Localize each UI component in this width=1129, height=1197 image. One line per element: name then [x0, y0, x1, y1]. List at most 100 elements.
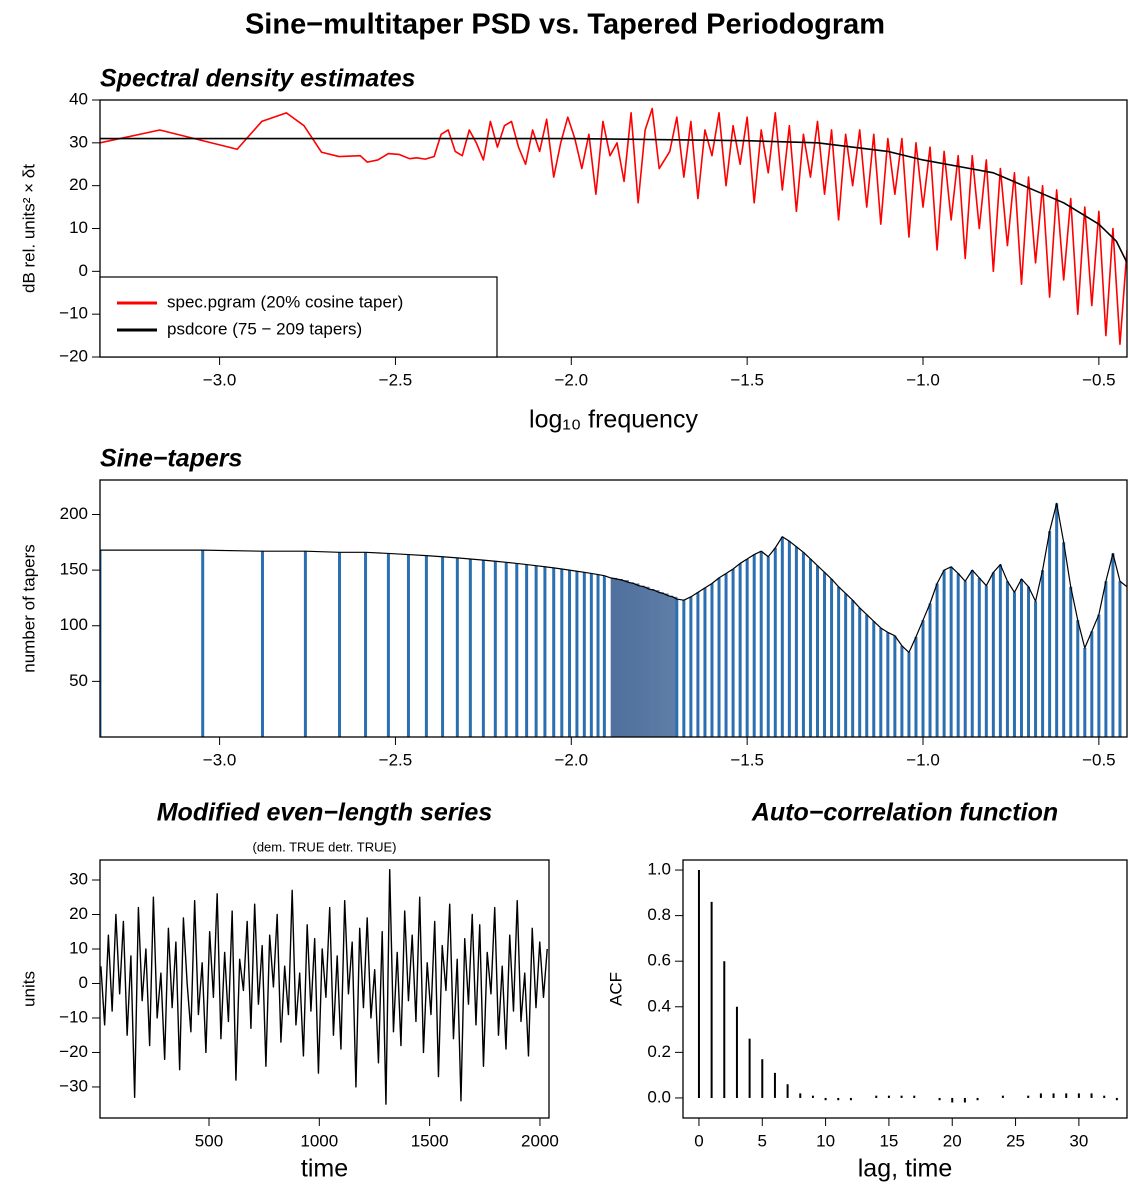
x-tick-label: 500: [195, 1131, 223, 1150]
taper-bar: [552, 567, 556, 737]
panel-title: Auto−correlation function: [751, 799, 1058, 827]
taper-bar: [649, 589, 655, 737]
taper-bar: [260, 551, 264, 737]
plot-frame: [99, 99, 1128, 358]
taper-bar: [1104, 581, 1108, 737]
x-tick-label: 20: [943, 1131, 962, 1150]
panel: Spectral density estimates −3.0 −2.5 −2.0 −1…: [19, 65, 1128, 434]
x-tick-label: 0: [694, 1131, 703, 1150]
taper-bar: [844, 593, 848, 737]
taper-bar: [984, 585, 988, 737]
taper-bar: [1019, 579, 1023, 737]
taper-bar: [582, 572, 586, 737]
y-axis-label: number of tapers: [19, 544, 38, 673]
y-tick-label: −20: [59, 346, 88, 365]
taper-bar: [1097, 614, 1101, 737]
main-title: Sine−multitaper PSD vs. Tapered Periodog…: [245, 9, 885, 41]
taper-bar: [303, 551, 307, 737]
legend-box: [99, 276, 498, 358]
x-tick-label: −0.5: [1082, 370, 1116, 389]
taper-bar: [534, 565, 538, 737]
taper-bar: [865, 614, 869, 737]
panel: Auto−correlation function 0 5 10 15 20 25 30 0.0…: [606, 799, 1128, 1183]
x-axis-label: lag, time: [858, 1155, 952, 1183]
taper-bar: [710, 583, 714, 737]
data-line: [100, 868, 548, 1105]
taper-bar: [589, 573, 593, 737]
taper-bar: [481, 560, 485, 737]
taper-bar: [668, 595, 674, 737]
y-tick-label: −20: [59, 1042, 88, 1061]
x-tick-label: 15: [879, 1131, 898, 1150]
x-tick-label: 1500: [411, 1131, 449, 1150]
y-tick-label: 0: [79, 973, 88, 992]
taper-bar: [1034, 601, 1038, 737]
taper-bar: [851, 600, 855, 737]
taper-bar: [872, 621, 876, 737]
taper-bar: [886, 632, 890, 737]
panel: Sine−tapers −3.0 −2.5 −2.0 −1.5 −1.0 −0.5 50 100…: [19, 445, 1128, 769]
x-axis-label: log₁₀ frequency: [529, 406, 698, 434]
y-tick-label: 200: [60, 504, 88, 523]
panel-subtitle: (dem. TRUE detr. TRUE): [253, 839, 397, 854]
taper-bar: [504, 562, 508, 737]
taper-bar: [689, 596, 693, 737]
taper-bar: [1076, 620, 1080, 737]
x-tick-label: −2.5: [379, 750, 413, 769]
y-tick-label: 30: [69, 869, 88, 888]
plot-area: [100, 107, 1127, 345]
y-tick-label: 0: [79, 261, 88, 280]
legend-label: psdcore (75 − 209 tapers): [167, 319, 362, 338]
y-axis-label: dB rel. units² × δt: [19, 164, 38, 293]
x-tick-label: 5: [758, 1131, 767, 1150]
taper-bar: [717, 577, 721, 737]
taper-bar: [1027, 586, 1031, 737]
taper-bar: [801, 552, 805, 737]
taper-bar: [424, 555, 428, 737]
plot-area: [697, 870, 1118, 1103]
legend: spec.pgram (20% cosine taper) psdcore (75…: [99, 276, 498, 358]
taper-bar: [1005, 581, 1009, 737]
taper-bar: [703, 587, 707, 737]
y-tick-label: 0.4: [647, 996, 671, 1015]
taper-bar: [731, 569, 735, 737]
taper-bar: [977, 577, 981, 737]
taper-bar: [672, 596, 678, 737]
y-tick-label: 150: [60, 560, 88, 579]
taper-bar: [900, 645, 904, 737]
y-tick-label: 40: [69, 89, 88, 108]
y-tick-label: 0.0: [647, 1087, 671, 1106]
taper-bar: [493, 561, 497, 737]
taper-bar: [468, 558, 472, 737]
taper-bar: [1069, 586, 1073, 737]
taper-bar: [653, 590, 660, 737]
taper-bar: [879, 627, 883, 737]
plot-area: [100, 502, 1127, 737]
taper-bar: [100, 550, 102, 737]
legend-label: spec.pgram (20% cosine taper): [167, 292, 403, 311]
taper-bar: [823, 572, 827, 737]
x-tick-label: −1.0: [906, 370, 940, 389]
taper-bar: [1012, 592, 1016, 737]
taper-bar: [338, 552, 342, 737]
taper-bar: [1062, 542, 1066, 737]
taper-bar: [616, 579, 623, 737]
x-tick-label: −1.5: [730, 370, 764, 389]
taper-bar: [970, 570, 974, 737]
x-tick-label: −2.0: [555, 370, 589, 389]
taper-bar: [596, 574, 600, 737]
taper-bar: [914, 636, 918, 737]
taper-bar: [907, 652, 911, 737]
y-tick-label: 1.0: [647, 860, 671, 879]
panel-title: Modified even−length series: [157, 799, 493, 827]
y-tick-label: 10: [69, 938, 88, 957]
x-tick-label: −0.5: [1082, 750, 1116, 769]
panel-title: Spectral density estimates: [100, 65, 416, 93]
x-tick-label: 1000: [300, 1131, 338, 1150]
taper-bar: [928, 603, 932, 737]
taper-bar: [455, 557, 459, 737]
x-tick-label: 10: [816, 1131, 835, 1150]
y-tick-label: −30: [59, 1076, 88, 1095]
y-tick-label: 100: [60, 615, 88, 634]
